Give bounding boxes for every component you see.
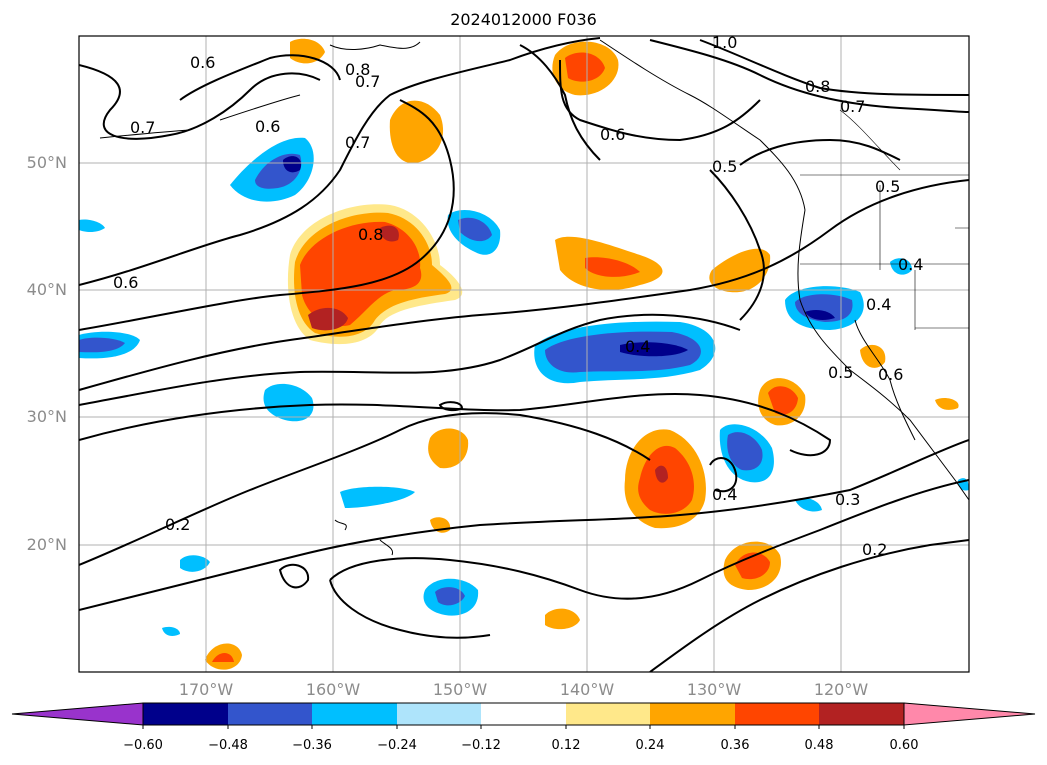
- contour-label: 0.7: [130, 118, 155, 137]
- lon-label: 160°W: [305, 680, 361, 699]
- contour-label: 0.6: [113, 273, 138, 292]
- contour-label: 0.3: [835, 490, 860, 509]
- contour-label: 0.7: [840, 97, 865, 116]
- coastlines: [99, 39, 969, 556]
- colorbar-tick-label: 0.48: [804, 738, 834, 753]
- contour-label: 0.4: [625, 337, 650, 356]
- colorbar-bin: [566, 703, 650, 725]
- colorbar-tick-label: −0.12: [461, 738, 501, 753]
- contour-label: 0.6: [600, 125, 625, 144]
- lon-label: 120°W: [813, 680, 869, 699]
- contour-label: 0.4: [866, 295, 891, 314]
- colorbar-tick-label: −0.24: [377, 738, 417, 753]
- contour-label: 0.6: [255, 117, 280, 136]
- lat-label: 20°N: [26, 535, 67, 554]
- colorbar-extend-low: [11, 702, 144, 726]
- colorbar-tick-label: −0.60: [123, 738, 163, 753]
- lat-label: 40°N: [26, 280, 67, 299]
- contour-label: 0.5: [828, 363, 853, 382]
- contour-label: 0.5: [875, 177, 900, 196]
- lon-label: 150°W: [432, 680, 488, 699]
- contour-labels: 0.6 0.8 0.7 0.6 0.7 0.7 1.0 0.8 0.7 0.6 …: [113, 33, 923, 559]
- colorbar: [11, 702, 1036, 729]
- contour-label: 0.8: [358, 225, 383, 244]
- colorbar-tick-label: −0.36: [292, 738, 332, 753]
- lat-label: 50°N: [26, 153, 67, 172]
- contour-label: 0.6: [878, 365, 903, 384]
- colorbar-bin: [481, 703, 566, 725]
- colorbar-bin: [735, 703, 819, 725]
- colorbar-bin: [397, 703, 481, 725]
- lon-label: 170°W: [178, 680, 234, 699]
- contour-label: 0.2: [165, 515, 190, 534]
- colorbar-outline: [142, 702, 905, 726]
- contour-label: 0.4: [712, 485, 737, 504]
- map-title: 2024012000 F036: [450, 10, 597, 29]
- contour-label: 0.7: [345, 133, 370, 152]
- colorbar-tick-label: −0.48: [208, 738, 248, 753]
- colorbar-tick-label: 0.24: [635, 738, 665, 753]
- colorbar-bin: [312, 703, 397, 725]
- lon-label: 130°W: [686, 680, 742, 699]
- contour-label: 0.7: [355, 72, 380, 91]
- colorbar-tick-label: 0.36: [720, 738, 750, 753]
- colorbar-extend-high: [903, 702, 1036, 726]
- anomaly-positive-2: [205, 38, 959, 670]
- anomaly-negative-1: [79, 137, 969, 636]
- plot-frame: [78, 35, 970, 673]
- contour-label: 0.6: [190, 53, 215, 72]
- lon-label: 140°W: [559, 680, 615, 699]
- colorbar-tick-label: 0.60: [889, 738, 919, 753]
- contour-label: 0.8: [805, 77, 830, 96]
- plot-area: [79, 36, 969, 672]
- colorbar-bin: [143, 703, 228, 725]
- contour-label: 0.4: [898, 255, 923, 274]
- colorbar-bin: [650, 703, 735, 725]
- graticule: [79, 36, 969, 672]
- political-borders: [800, 109, 969, 330]
- contour-label: 0.2: [862, 540, 887, 559]
- contour-label: 0.5: [712, 157, 737, 176]
- contour-label: 0.8: [345, 60, 370, 79]
- colorbar-bin: [819, 703, 904, 725]
- lat-label: 30°N: [26, 407, 67, 426]
- colorbar-bin: [228, 703, 312, 725]
- contour-lines: [79, 37, 969, 672]
- colorbar-tick-label: 0.12: [551, 738, 581, 753]
- contour-label: 1.0: [712, 33, 737, 52]
